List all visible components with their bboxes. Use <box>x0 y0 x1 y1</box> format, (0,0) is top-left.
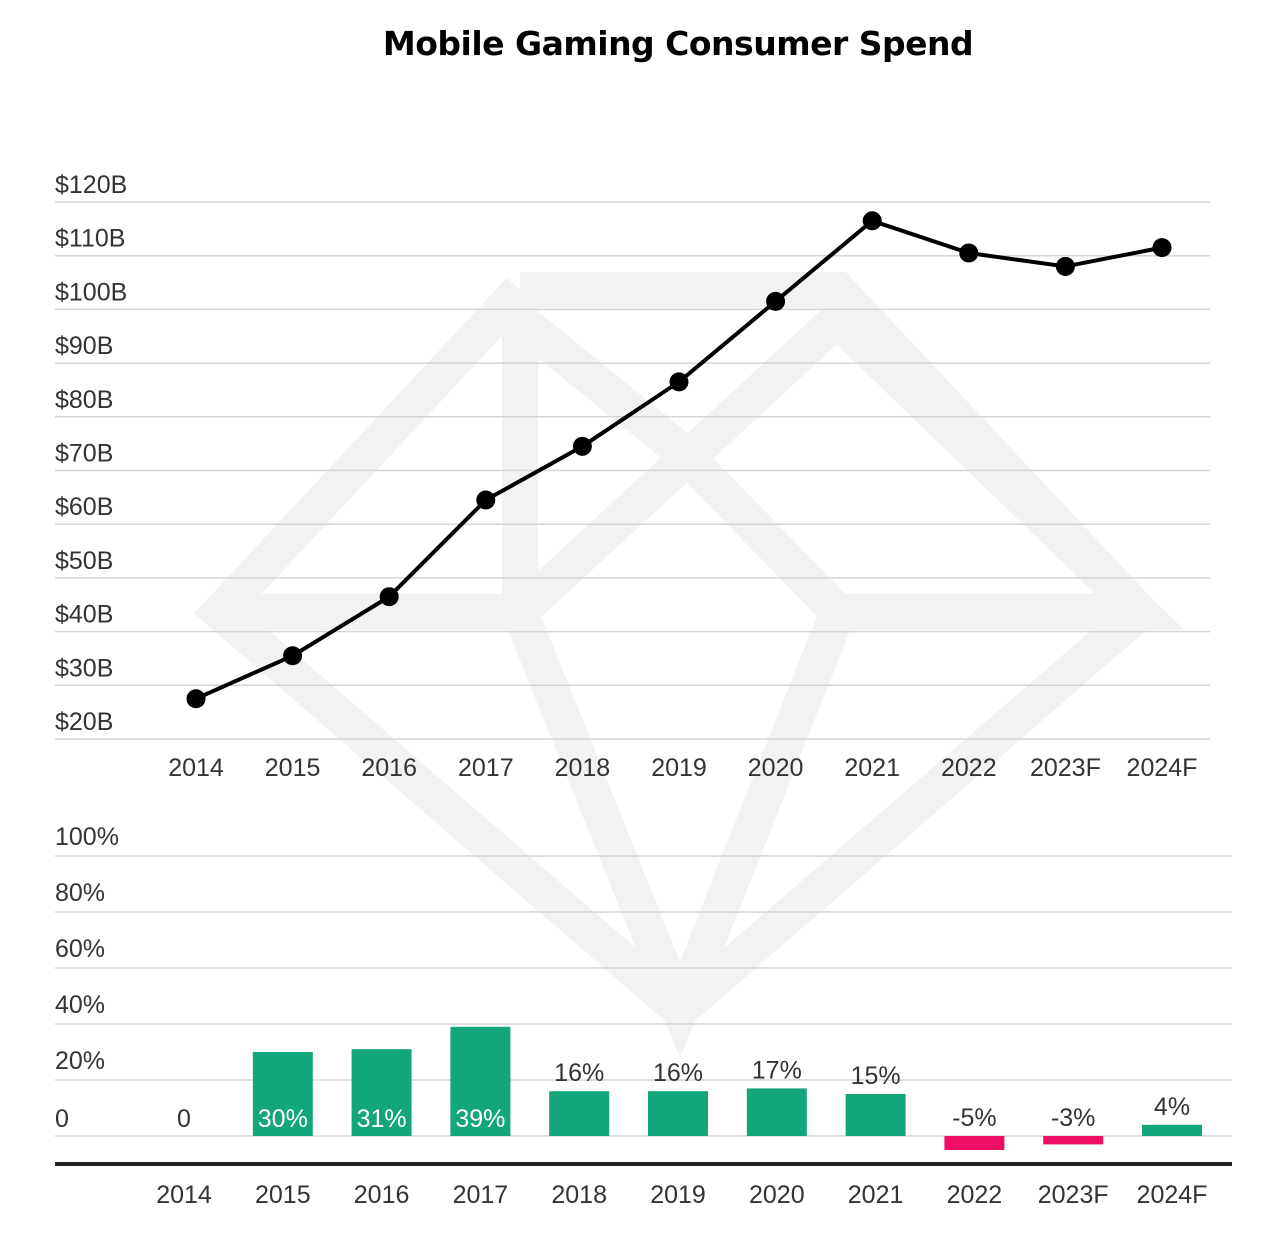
line-chart-y-axis: $20B $30B $40B $50B $60B $70B $80B $90B $100B $11… <box>55 171 127 736</box>
line-x-tick-label: 2014 <box>168 754 224 782</box>
line-x-tick-label: 2016 <box>361 754 417 782</box>
line-y-tick-label: $50B <box>55 547 113 575</box>
growth-value-label: 30% <box>258 1105 308 1133</box>
bar-x-tick-label: 2018 <box>551 1181 607 1209</box>
diamond-watermark-icon <box>194 272 1185 1059</box>
line-chart-x-axis: 2014 2015 2016 2017 2018 2019 2020 2021 2022 2023… <box>168 754 1197 782</box>
bar-y-tick-label: 40% <box>55 991 105 1019</box>
bar-y-tick-label: 60% <box>55 935 105 963</box>
growth-bar <box>351 1049 412 1136</box>
growth-value-label: 16% <box>653 1059 703 1087</box>
line-chart-series <box>186 211 1172 709</box>
bar-chart-value-labels: 0 30% 31% 39% 16% 16% 17% 15% -5% -3% 4% <box>177 1056 1190 1133</box>
line-y-tick-label: $80B <box>55 386 113 414</box>
line-x-tick-label: 2020 <box>748 754 804 782</box>
bar-chart-grid <box>55 855 1232 1166</box>
growth-value-label: 39% <box>455 1105 505 1133</box>
growth-bar <box>648 1091 708 1136</box>
bar-x-tick-label: 2022 <box>947 1181 1003 1209</box>
line-y-tick-label: $60B <box>55 493 113 521</box>
line-x-tick-label: 2018 <box>555 754 611 782</box>
bar-x-tick-label: 2019 <box>650 1181 706 1209</box>
bar-y-tick-label: 20% <box>55 1047 105 1075</box>
line-x-tick-label: 2022 <box>941 754 997 782</box>
bar-x-tick-label: 2021 <box>848 1181 904 1209</box>
spend-point <box>572 436 592 456</box>
line-y-tick-label: $110B <box>55 225 125 253</box>
page-title: Mobile Gaming Consumer Spend <box>382 24 974 63</box>
line-x-tick-label: 2021 <box>844 754 900 782</box>
spend-point <box>1152 238 1172 258</box>
bar-x-tick-label: 2017 <box>453 1181 509 1209</box>
line-x-tick-label: 2017 <box>458 754 514 782</box>
bar-y-tick-label: 80% <box>55 879 105 907</box>
bar-chart-bars <box>252 1026 1202 1150</box>
spend-point <box>186 689 206 709</box>
bar-x-tick-label: 2020 <box>749 1181 805 1209</box>
growth-value-label: 31% <box>357 1105 407 1133</box>
spend-point <box>959 243 979 263</box>
growth-value-label: 16% <box>554 1059 604 1087</box>
spend-point <box>1055 256 1075 276</box>
growth-bar-negative <box>944 1136 1005 1150</box>
growth-bar <box>252 1052 313 1136</box>
spend-point <box>379 587 399 607</box>
bar-y-tick-label: 100% <box>55 823 119 851</box>
bar-x-tick-label: 2015 <box>255 1181 311 1209</box>
growth-bar <box>845 1094 906 1136</box>
growth-bar <box>1142 1124 1202 1136</box>
line-x-tick-label: 2019 <box>651 754 707 782</box>
spend-point <box>476 490 496 510</box>
line-y-tick-label: $40B <box>55 601 113 629</box>
growth-bar-negative <box>1043 1136 1104 1145</box>
bar-x-tick-label: 2024F <box>1137 1181 1208 1209</box>
line-y-tick-label: $70B <box>55 440 113 468</box>
bar-x-tick-label: 2014 <box>156 1181 212 1209</box>
spend-point <box>862 211 882 231</box>
bar-x-tick-label: 2016 <box>354 1181 410 1209</box>
growth-value-label: 15% <box>851 1062 901 1090</box>
growth-bar <box>746 1088 807 1136</box>
growth-value-label: 17% <box>752 1056 802 1084</box>
bar-x-tick-label: 2023F <box>1038 1181 1109 1209</box>
line-chart-grid <box>55 201 1210 740</box>
line-y-tick-label: $90B <box>55 332 113 360</box>
line-y-tick-label: $20B <box>55 708 113 736</box>
line-x-tick-label: 2024F <box>1127 754 1198 782</box>
spend-point <box>669 372 689 392</box>
growth-value-label: 4% <box>1154 1093 1190 1121</box>
growth-bar <box>549 1091 610 1136</box>
growth-value-label: -5% <box>952 1104 996 1132</box>
bar-y-tick-label: 0 <box>55 1105 69 1133</box>
growth-value-label: -3% <box>1051 1104 1095 1132</box>
bar-chart-x-axis: 2014 2015 2016 2017 2018 2019 2020 2021 2022 2023… <box>156 1181 1207 1209</box>
line-y-tick-label: $120B <box>55 171 127 199</box>
growth-value-label: 0 <box>177 1105 191 1133</box>
bar-chart-y-axis: 0 20% 40% 60% 80% 100% <box>55 823 119 1133</box>
line-y-tick-label: $30B <box>55 654 113 682</box>
spend-point <box>283 646 303 666</box>
growth-bar <box>450 1026 511 1136</box>
line-y-tick-label: $100B <box>55 278 127 306</box>
spend-point <box>766 291 786 311</box>
line-x-tick-label: 2023F <box>1030 754 1101 782</box>
line-x-tick-label: 2015 <box>265 754 321 782</box>
